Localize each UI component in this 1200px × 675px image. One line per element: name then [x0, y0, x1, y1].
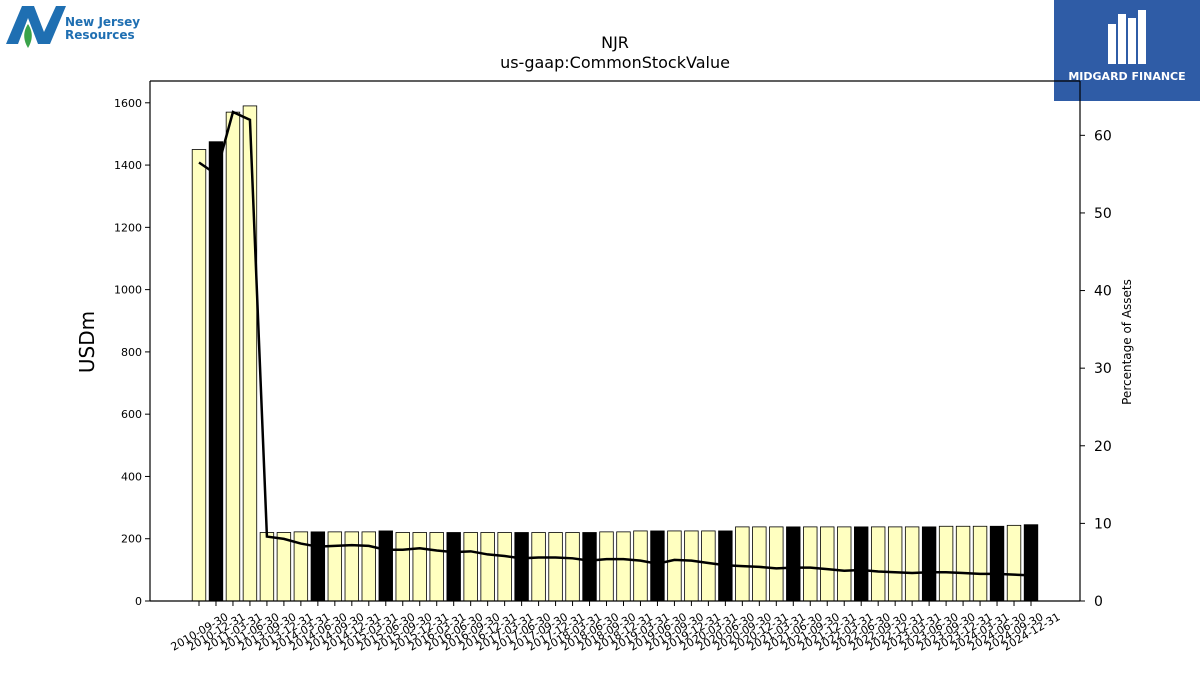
y-tick-label: 800	[121, 346, 142, 359]
bar	[242, 105, 258, 602]
bar	[735, 526, 750, 602]
bar	[786, 526, 801, 602]
y-tick-label: 200	[121, 533, 142, 546]
y-tick-label: 1200	[114, 221, 142, 234]
y-tick-label: 400	[121, 470, 142, 483]
bar	[548, 532, 563, 602]
bar	[565, 532, 580, 602]
bar	[531, 532, 546, 602]
bar	[870, 526, 886, 602]
y2-tick-label: 20	[1094, 439, 1112, 455]
bar	[327, 531, 343, 602]
bar	[938, 525, 954, 602]
y-tick-label: 1600	[114, 97, 142, 110]
y-axis-label: USDm	[75, 311, 99, 373]
midgard-finance-logo: MIDGARD FINANCE	[1054, 0, 1200, 101]
bar	[497, 532, 512, 602]
bar	[446, 532, 461, 602]
logo-text-line2: Resources	[65, 28, 135, 42]
new-jersey-resources-logo: New Jersey Resources	[4, 4, 144, 48]
bar	[582, 532, 597, 602]
y2-tick-label: 40	[1094, 284, 1112, 300]
y2-axis-label: Percentage of Assets	[1120, 279, 1134, 405]
bar	[650, 530, 665, 602]
publisher-logo-text: MIDGARD FINANCE	[1068, 70, 1185, 83]
y2-tick-label: 10	[1094, 516, 1112, 532]
bar	[378, 530, 393, 602]
chart-subtitle: us-gaap:CommonStockValue	[500, 53, 730, 72]
bar	[769, 526, 784, 602]
y-tick-label: 0	[135, 595, 142, 608]
bar	[972, 525, 988, 602]
y-tick-label: 600	[121, 408, 142, 421]
bar	[1023, 524, 1039, 602]
y2-tick-label: 0	[1094, 594, 1103, 610]
y-tick-label: 1000	[114, 284, 142, 297]
bar	[259, 532, 275, 602]
bar	[955, 525, 971, 602]
bar	[191, 149, 207, 602]
chart-title: NJR	[601, 33, 629, 52]
bar	[1006, 524, 1022, 602]
logo-text-line1: New Jersey	[65, 15, 140, 29]
bar	[310, 531, 326, 602]
bar	[803, 526, 818, 602]
bar	[921, 526, 937, 602]
bar	[820, 526, 835, 602]
bar	[412, 532, 427, 602]
bar	[854, 526, 869, 602]
bar	[480, 532, 495, 602]
bar	[599, 531, 614, 602]
bar	[989, 525, 1005, 602]
bar	[616, 531, 631, 602]
bar	[887, 526, 903, 602]
plot-area: 0 200 400 600 800 1000 1200 1400 1600 0 10 20 30 40 50…	[114, 80, 1112, 654]
y2-tick-label: 50	[1094, 206, 1112, 222]
bar	[225, 111, 241, 602]
y-tick-label: 1400	[114, 159, 142, 172]
bar	[429, 532, 444, 602]
y2-tick-label: 30	[1094, 361, 1112, 377]
bar	[904, 526, 920, 602]
bar	[837, 526, 852, 602]
bar	[514, 532, 529, 602]
bar	[344, 531, 359, 602]
bar	[361, 531, 376, 602]
y2-tick-label: 60	[1094, 128, 1112, 144]
bar	[395, 532, 410, 602]
bar	[684, 530, 699, 602]
bar	[276, 532, 292, 602]
bar	[701, 530, 716, 602]
bar	[463, 532, 478, 602]
bar	[667, 530, 682, 602]
bar	[208, 141, 224, 602]
bar	[752, 526, 767, 602]
percentage-line	[198, 110, 1032, 577]
bar	[633, 530, 648, 602]
